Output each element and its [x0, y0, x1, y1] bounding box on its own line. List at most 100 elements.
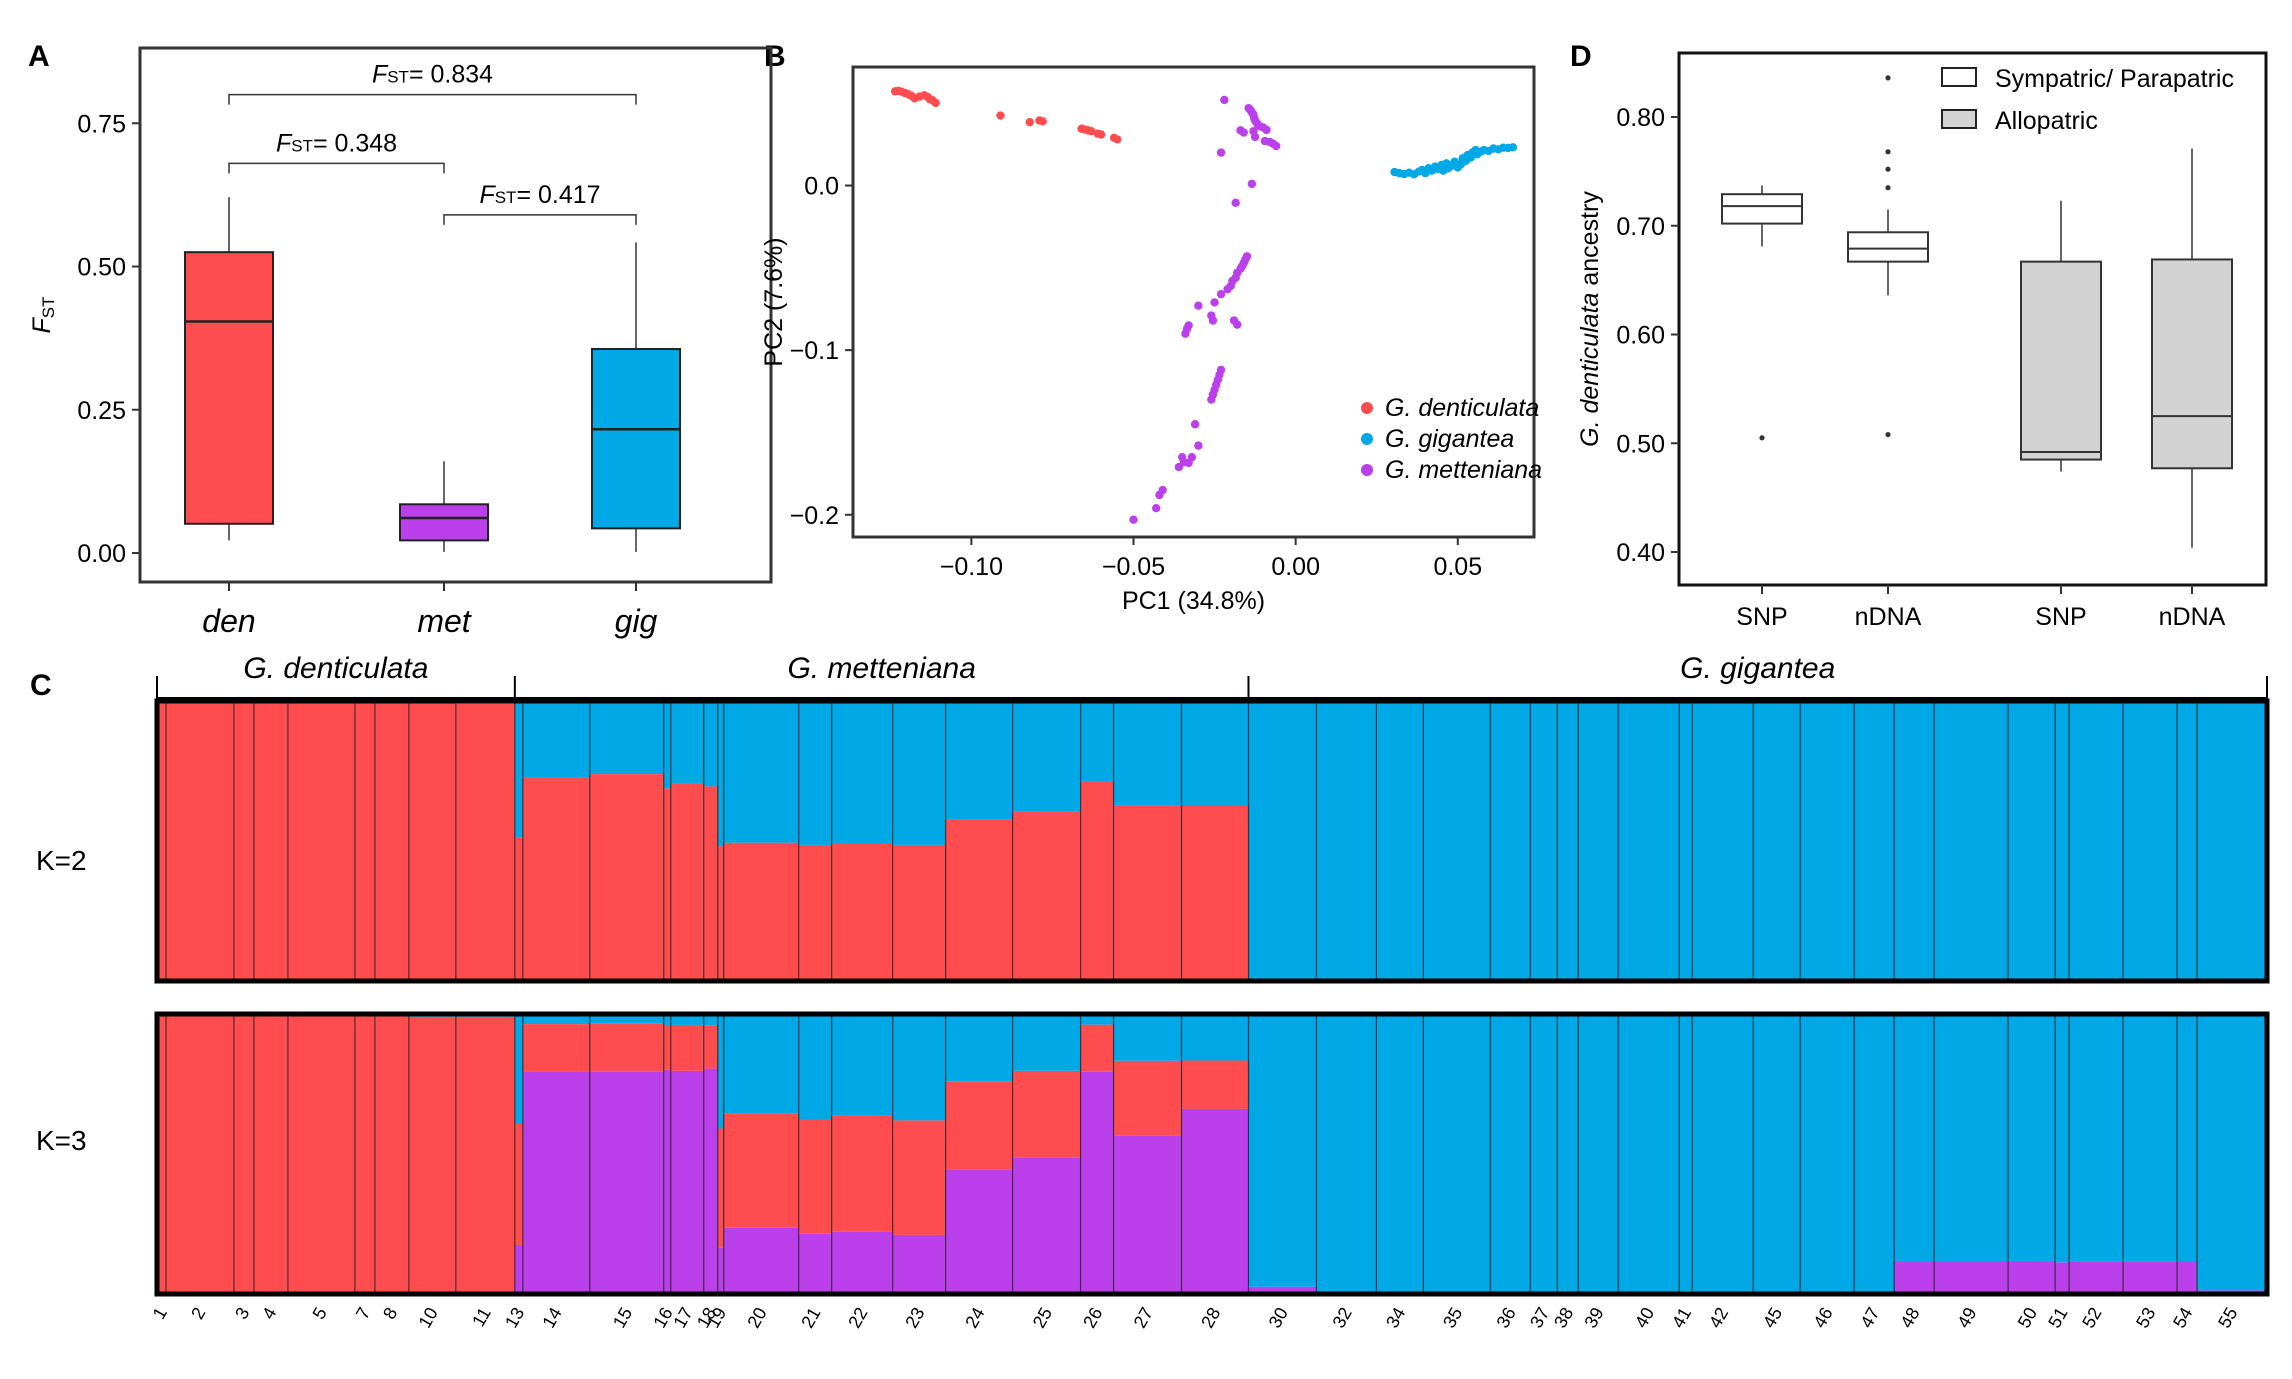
y-axis-title-sub: ST: [39, 296, 58, 318]
box-gig: [591, 348, 681, 530]
admixture-segment-gigantea: [1423, 1014, 1491, 1293]
y-axis-title-rest: ancestry: [1576, 191, 1604, 293]
admixture-segment-gigantea: [522, 1014, 591, 1025]
population-label: 5: [309, 1304, 331, 1323]
y-tick-label: −0.2: [790, 502, 839, 530]
admixture-segment-gigantea: [717, 1014, 725, 1129]
y-axis-title: FST: [28, 296, 58, 333]
admixture-segment-metteniana: [723, 1227, 800, 1294]
population-label: 10: [414, 1304, 441, 1331]
population-label: 4: [258, 1304, 280, 1323]
admixture-segment-denticulata: [892, 1120, 947, 1235]
admixture-segment-gigantea: [892, 701, 947, 845]
admixture-segment-denticulata: [287, 701, 356, 981]
x-tick-label: 0.00: [1271, 553, 1320, 581]
admixture-segment-metteniana: [1934, 1261, 2009, 1294]
population-label: 25: [1029, 1304, 1056, 1331]
admixture-segment-gigantea: [1490, 1014, 1531, 1293]
outlier-point: [1885, 166, 1891, 172]
admixture-segment-metteniana: [1012, 1157, 1081, 1294]
admixture-segment-gigantea: [670, 701, 705, 784]
scatter-point-denticulata: [1113, 135, 1122, 144]
admixture-segment-gigantea: [2123, 1014, 2178, 1262]
admixture-segment-denticulata: [522, 1024, 591, 1072]
comparison-bracket: [443, 214, 637, 225]
admixture-segment-gigantea: [589, 701, 665, 775]
box-met: [399, 503, 489, 542]
admixture-segment-denticulata: [1113, 1060, 1182, 1136]
admixture-segment-metteniana: [1080, 1071, 1114, 1294]
scatter-point-metteniana: [1210, 298, 1219, 307]
x-tick-label: −0.05: [1102, 553, 1165, 581]
admixture-segment-denticulata: [670, 1024, 705, 1071]
admixture-segment-gigantea: [703, 1014, 719, 1026]
population-label: 15: [609, 1304, 636, 1331]
fst-value: = 0.348: [313, 129, 397, 157]
admixture-segment-gigantea: [2008, 701, 2056, 981]
scatter-point-metteniana: [1250, 132, 1260, 142]
scatter-point-metteniana: [1220, 95, 1229, 105]
y-axis-title: G. denticulata ancestry: [1576, 191, 1604, 447]
population-label: 21: [797, 1304, 824, 1331]
y-tick-label: 0.40: [1616, 539, 1665, 567]
x-axis-title: PC1 (34.8%): [1122, 587, 1265, 615]
admixture-segment-gigantea: [1113, 1014, 1182, 1061]
panel-b-pca-scatter: −0.10 −0.05 0.00 0.05 0.0 −0.1 −0.2 PC1 (34.8%)…: [760, 65, 1542, 615]
comparison-bracket: [228, 162, 445, 174]
population-label: 55: [2214, 1304, 2241, 1331]
population-label: 47: [1856, 1304, 1883, 1331]
legend-swatch: [1941, 109, 1977, 129]
admixture-segment-gigantea: [1316, 1014, 1377, 1293]
admixture-segment-gigantea: [1679, 1014, 1693, 1292]
admixture-segment-denticulata: [354, 1014, 376, 1294]
admixture-segment-gigantea: [1692, 701, 1754, 981]
scatter-point-denticulata: [1025, 117, 1034, 127]
x-tick-label: SNP: [2035, 603, 2086, 631]
population-label: 23: [901, 1304, 928, 1331]
admixture-segment-denticulata: [589, 774, 665, 981]
fst-annotation: FST= 0.417: [479, 181, 600, 209]
y-axis-title: PC2 (7.6%): [760, 237, 788, 366]
y-tick-label: 0.60: [1616, 322, 1665, 350]
scatter-point-metteniana: [1233, 320, 1242, 329]
admixture-segment-metteniana: [1894, 1261, 1935, 1294]
scatter-point-metteniana: [1181, 329, 1190, 338]
admixture-segment-denticulata: [663, 1025, 672, 1070]
admixture-segment-gigantea: [663, 701, 672, 789]
admixture-segment-denticulata: [717, 846, 725, 981]
admixture-segment-gigantea: [1248, 1014, 1317, 1287]
admixture-segment-gigantea: [703, 701, 719, 787]
admixture-segment-denticulata: [723, 1113, 800, 1228]
scatter-point-metteniana: [1152, 503, 1161, 513]
admixture-segment-metteniana: [663, 1069, 672, 1294]
admixture-segment-metteniana: [522, 1071, 591, 1294]
y-tick-label: 0.80: [1616, 104, 1665, 132]
population-label: 37: [1526, 1304, 1553, 1331]
population-label: 48: [1896, 1304, 1923, 1331]
admixture-segment-gigantea: [1248, 701, 1317, 981]
fst-main: F: [276, 129, 293, 157]
group-label: G. gigantea: [1680, 652, 1835, 685]
population-label: 41: [1668, 1304, 1695, 1331]
admixture-segment-gigantea: [2008, 1014, 2056, 1261]
admixture-segment-denticulata: [1012, 1070, 1081, 1158]
admixture-segment-gigantea: [831, 1014, 894, 1116]
admixture-segment-metteniana: [589, 1071, 665, 1294]
admixture-segment-metteniana: [670, 1070, 705, 1294]
outlier-point: [1885, 149, 1891, 155]
admixture-segment-metteniana: [717, 1247, 725, 1294]
admixture-segment-gigantea: [1012, 701, 1081, 812]
admixture-segment-gigantea: [1376, 1014, 1424, 1293]
admixture-segment-denticulata: [287, 1014, 356, 1294]
population-label: 28: [1197, 1304, 1224, 1331]
admixture-segment-denticulata: [831, 1115, 894, 1232]
admixture-segment-denticulata: [1113, 805, 1182, 981]
admixture-segment-denticulata: [374, 1014, 410, 1294]
x-tick-label: nDNA: [1855, 603, 1922, 631]
scatter-point-metteniana: [1239, 128, 1248, 137]
scatter-point-denticulata: [996, 111, 1005, 120]
admixture-segment-gigantea: [1080, 1014, 1114, 1025]
population-label: 26: [1079, 1304, 1106, 1331]
admixture-segment-denticulata: [408, 701, 457, 981]
